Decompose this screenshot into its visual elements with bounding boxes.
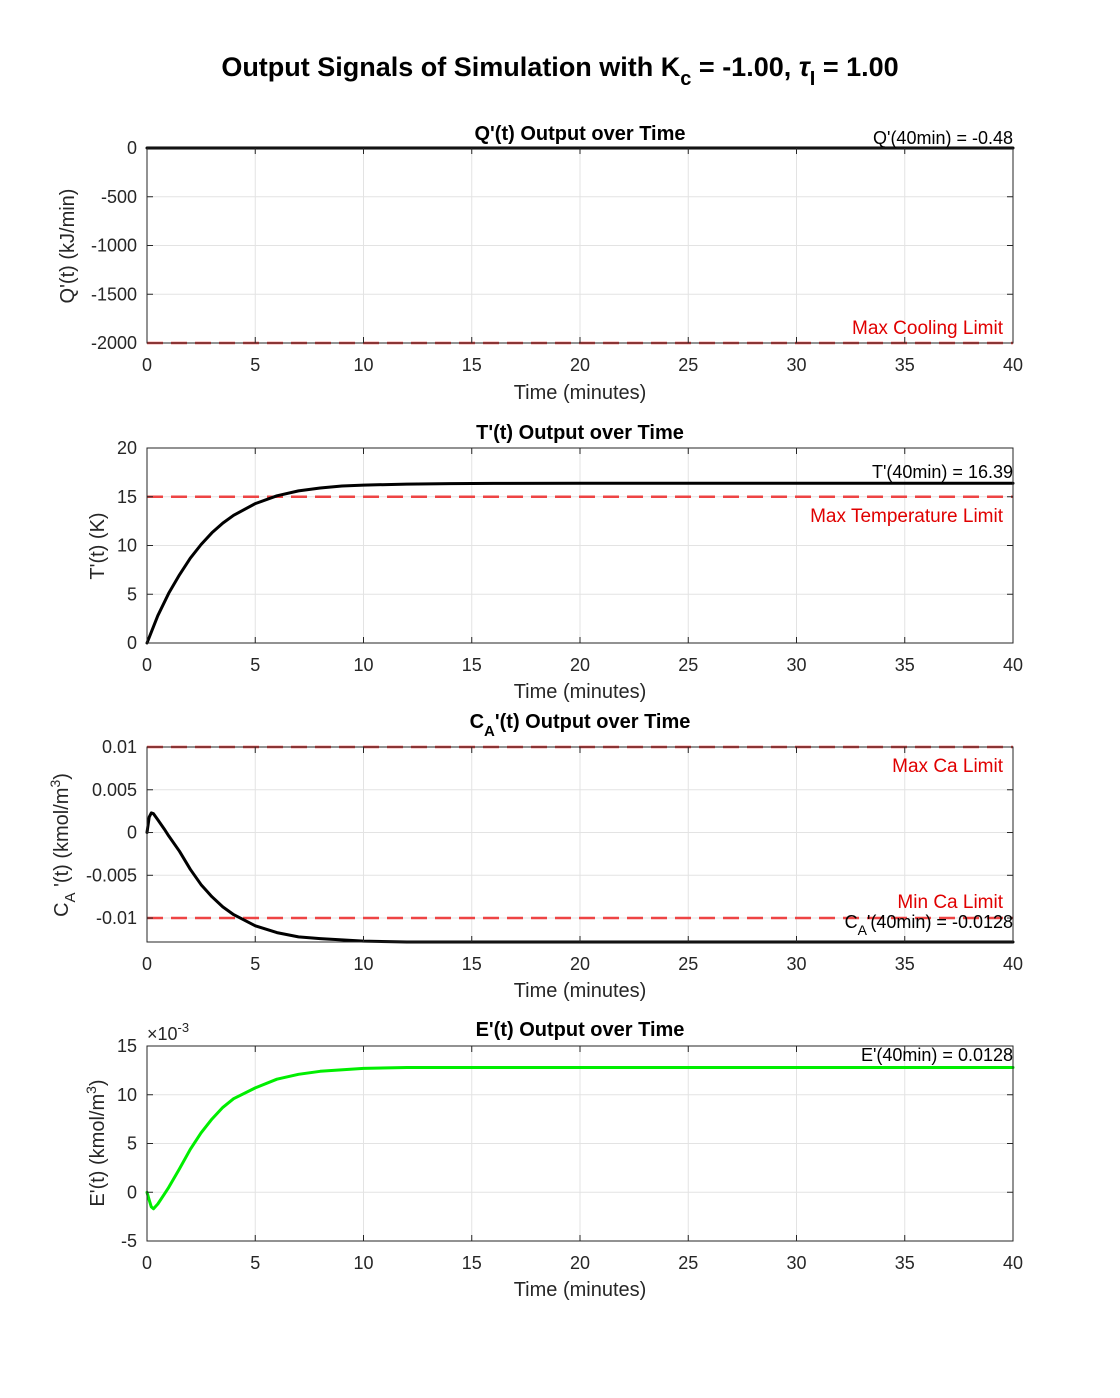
- ca-y-tick-label: 0: [127, 823, 137, 843]
- t-y-tick-label: 15: [117, 487, 137, 507]
- t-series-line: [145, 481, 1015, 645]
- ca-y-tick-label: -0.005: [86, 865, 137, 885]
- e-x-tick-label: 10: [353, 1253, 373, 1273]
- ca-y-tick-label: 0.005: [92, 780, 137, 800]
- e-x-tick-label: 25: [678, 1253, 698, 1273]
- t-x-tick-label: 20: [570, 655, 590, 675]
- q-max-cooling-limit-label: Max Cooling Limit: [852, 318, 1004, 339]
- e-chart-title: E'(t) Output over Time: [476, 1019, 685, 1041]
- e-x-axis-label: Time (minutes): [514, 1279, 647, 1301]
- q-final-value-annotation: Q'(40min) = -0.48: [873, 128, 1013, 148]
- ca-x-tick-label: 10: [353, 954, 373, 974]
- t-x-axis-label: Time (minutes): [514, 681, 647, 703]
- t-x-tick-label: 35: [895, 655, 915, 675]
- t-final-value-annotation: T'(40min) = 16.39: [872, 462, 1013, 482]
- q-x-ticks: 0 5 10 15 20 25 30 35 40: [142, 148, 1023, 375]
- ca-x-tick-label: 5: [250, 954, 260, 974]
- ca-x-ticks: 0 5 10 15 20 25 30 35 40: [142, 747, 1023, 974]
- t-y-tick-label: 5: [127, 584, 137, 604]
- t-chart-title: T'(t) Output over Time: [476, 422, 684, 444]
- q-x-tick-label: 35: [895, 355, 915, 375]
- q-x-tick-label: 5: [250, 355, 260, 375]
- t-y-tick-label: 10: [117, 536, 137, 556]
- t-x-tick-label: 30: [786, 655, 806, 675]
- q-y-tick-label: 0: [127, 138, 137, 158]
- t-y-tick-label: 20: [117, 438, 137, 458]
- t-x-tick-label: 40: [1003, 655, 1023, 675]
- ca-output-chart: 0 5 10 15 20 25 30 35 40 -0.01 -0.005 0 0.005 0.01 C…: [47, 711, 1023, 1002]
- q-y-ticks: -2000 -1500 -1000 -500 0: [91, 138, 1013, 353]
- q-x-tick-label: 40: [1003, 355, 1023, 375]
- ca-y-ticks: -0.01 -0.005 0 0.005 0.01: [86, 737, 1013, 928]
- ca-min-limit-label: Min Ca Limit: [897, 892, 1003, 913]
- e-x-tick-label: 15: [462, 1253, 482, 1273]
- ca-x-tick-label: 0: [142, 954, 152, 974]
- t-x-tick-label: 0: [142, 655, 152, 675]
- q-x-tick-label: 20: [570, 355, 590, 375]
- t-max-temperature-limit-label: Max Temperature Limit: [810, 506, 1004, 527]
- ca-x-axis-label: Time (minutes): [514, 980, 647, 1002]
- ca-y-axis-label: CA '(t) (kmol/m3): [47, 773, 79, 917]
- ca-x-tick-label: 15: [462, 954, 482, 974]
- ca-x-tick-label: 35: [895, 954, 915, 974]
- t-x-tick-label: 15: [462, 655, 482, 675]
- e-y-tick-label: 0: [127, 1182, 137, 1202]
- q-x-axis-label: Time (minutes): [514, 382, 647, 404]
- q-x-tick-label: 30: [786, 355, 806, 375]
- e-final-value-annotation: E'(40min) = 0.0128: [861, 1045, 1013, 1065]
- q-x-tick-label: 25: [678, 355, 698, 375]
- t-x-ticks: 0 5 10 15 20 25 30 35 40: [142, 448, 1023, 675]
- e-x-tick-label: 20: [570, 1253, 590, 1273]
- q-y-tick-label: -1500: [91, 284, 137, 304]
- q-output-chart: 0 5 10 15 20 25 30 35 40 -2000 -1500 -1000 -500 0 Q'…: [57, 123, 1023, 404]
- e-y-tick-label: 10: [117, 1085, 137, 1105]
- t-x-tick-label: 25: [678, 655, 698, 675]
- t-x-tick-label: 5: [250, 655, 260, 675]
- ca-y-tick-label: -0.01: [96, 908, 137, 928]
- ca-x-tick-label: 25: [678, 954, 698, 974]
- q-y-tick-label: -1000: [91, 236, 137, 256]
- ca-y-tick-label: 0.01: [102, 737, 137, 757]
- q-y-axis-label: Q'(t) (kJ/min): [57, 189, 79, 304]
- q-y-tick-label: -500: [101, 187, 137, 207]
- e-x-ticks: 0 5 10 15 20 25 30 35 40: [142, 1046, 1023, 1273]
- e-y-tick-label: -5: [121, 1231, 137, 1251]
- t-output-chart: 0 5 10 15 20 25 30 35 40 0 5 10 15 20 T'(t) Output o…: [87, 422, 1023, 703]
- e-x-tick-label: 30: [786, 1253, 806, 1273]
- ca-max-limit-label: Max Ca Limit: [892, 756, 1004, 777]
- t-x-tick-label: 10: [353, 655, 373, 675]
- e-x-tick-label: 5: [250, 1253, 260, 1273]
- t-y-axis-label: T'(t) (K): [87, 512, 109, 579]
- q-y-tick-label: -2000: [91, 333, 137, 353]
- ca-x-tick-label: 20: [570, 954, 590, 974]
- e-y-tick-label: 5: [127, 1134, 137, 1154]
- ca-final-value-annotation: CA'(40min) = -0.0128: [845, 912, 1013, 938]
- figure-title: Output Signals of Simulation with Kc = -…: [221, 52, 898, 90]
- e-series-line: [145, 1066, 1015, 1211]
- q-x-tick-label: 10: [353, 355, 373, 375]
- e-x-tick-label: 40: [1003, 1253, 1023, 1273]
- t-series: [145, 481, 1015, 645]
- e-x-tick-label: 35: [895, 1253, 915, 1273]
- q-x-tick-label: 0: [142, 355, 152, 375]
- q-x-tick-label: 15: [462, 355, 482, 375]
- t-y-ticks: 0 5 10 15 20: [117, 438, 1013, 653]
- t-y-tick-label: 0: [127, 633, 137, 653]
- ca-chart-title: CA'(t) Output over Time: [470, 711, 691, 740]
- e-y-axis-exponent: ×10-3: [147, 1020, 189, 1044]
- e-y-ticks: -5 0 5 10 15: [117, 1036, 1013, 1251]
- e-y-tick-label: 15: [117, 1036, 137, 1056]
- e-y-axis-label: E'(t) (kmol/m3): [83, 1079, 109, 1206]
- q-chart-title: Q'(t) Output over Time: [474, 123, 685, 145]
- ca-x-tick-label: 30: [786, 954, 806, 974]
- e-x-tick-label: 0: [142, 1253, 152, 1273]
- e-series: [145, 1066, 1015, 1211]
- ca-x-tick-label: 40: [1003, 954, 1023, 974]
